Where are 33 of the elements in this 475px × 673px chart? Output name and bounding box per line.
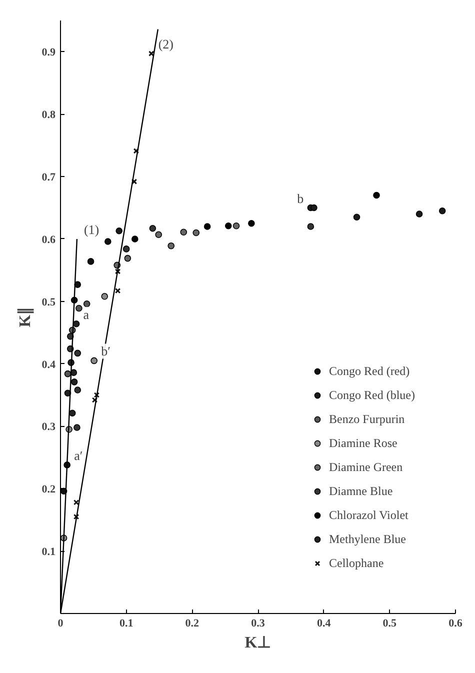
x-tick-label: 0.4 bbox=[316, 618, 332, 630]
legend-label: Chlorazol Violet bbox=[329, 508, 408, 522]
x-tick-label: 0 bbox=[58, 618, 64, 630]
x-tick-label: 0.6 bbox=[448, 618, 463, 630]
y-tick-label: 0.5 bbox=[42, 296, 56, 308]
annotation: (1) bbox=[84, 222, 100, 237]
annotation: a′ bbox=[74, 448, 83, 463]
x-tick-label: 0.3 bbox=[251, 618, 266, 630]
y-tick-label: 0.9 bbox=[42, 46, 56, 59]
x-tick-label: 0.1 bbox=[119, 618, 134, 630]
x-axis-title: K⊥ bbox=[244, 634, 272, 652]
annotation: (2) bbox=[158, 36, 174, 52]
annotation: b′ bbox=[101, 344, 111, 359]
legend-label: Diamne Blue bbox=[329, 484, 393, 498]
y-tick-label: 0.6 bbox=[42, 234, 56, 246]
y-tick-label: 0.2 bbox=[42, 484, 56, 496]
y-tick-label: 0.1 bbox=[42, 546, 56, 558]
legend-label: Congo Red (red) bbox=[329, 364, 410, 378]
legend-label: Diamine Rose bbox=[329, 436, 398, 450]
x-tick-label: 0.2 bbox=[185, 618, 200, 630]
legend-label: Congo Red (blue) bbox=[329, 388, 415, 402]
y-axis-title: K∥ bbox=[16, 306, 34, 328]
legend-label: Benzo Furpurin bbox=[329, 412, 405, 426]
y-tick-label: 0.8 bbox=[42, 109, 56, 122]
legend-label: Diamine Green bbox=[329, 460, 403, 474]
legend-label: Methylene Blue bbox=[329, 532, 406, 546]
y-tick-label: 0.3 bbox=[42, 421, 56, 434]
x-tick-label: 0.5 bbox=[382, 618, 398, 630]
y-tick-label: 0.7 bbox=[42, 172, 56, 184]
annotation: b bbox=[297, 190, 304, 206]
y-tick-label: 0.4 bbox=[42, 358, 56, 371]
annotation: a bbox=[83, 306, 90, 322]
legend-label: Cellophane bbox=[329, 556, 384, 570]
